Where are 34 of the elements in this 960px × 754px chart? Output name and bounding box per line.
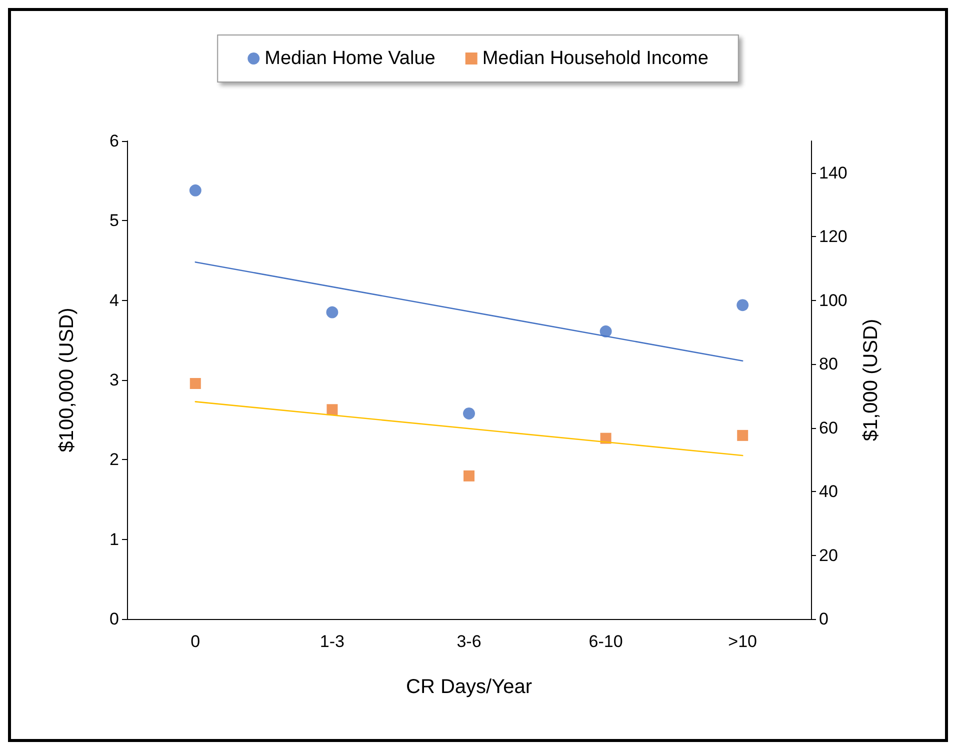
y-tick-label: 5 [110, 211, 119, 230]
x-axis-title: CR Days/Year [406, 676, 532, 698]
y2-tick-label: 120 [819, 227, 848, 246]
y-tick-label: 3 [110, 370, 119, 390]
point [326, 306, 338, 318]
y-tick-label: 4 [110, 290, 119, 310]
y2-tick-label: 100 [819, 290, 848, 310]
point [464, 470, 474, 482]
y2-tick-label: 60 [819, 418, 838, 438]
point [463, 407, 475, 420]
y-tick-label: 2 [110, 450, 119, 470]
x-tick-label: >10 [728, 632, 758, 651]
y-tick-label: 0 [110, 610, 119, 628]
x-tick-label: 0 [190, 632, 200, 651]
y-axis-title: $100,000 (USD) [56, 308, 78, 452]
y2-tick-label: 20 [819, 546, 838, 565]
y2-tick-label: 40 [819, 482, 838, 502]
point [190, 378, 201, 390]
y-tick-label: 1 [110, 530, 119, 549]
y2-tick-label: 80 [819, 354, 838, 374]
y2-axis-title: $1,000 (USD) [860, 318, 882, 442]
point [737, 430, 748, 441]
point [600, 325, 612, 338]
y-tick-label: 6 [110, 132, 119, 150]
legend-label: Median Household Income [482, 48, 708, 69]
legend-label: Median Home Value [264, 48, 436, 69]
point [326, 404, 338, 416]
y2-tick-label: 0 [819, 610, 828, 628]
x-tick-label: 6-10 [588, 632, 623, 651]
x-tick-label: 1-3 [320, 632, 344, 651]
point [189, 184, 202, 196]
x-tick-label: 3-6 [456, 632, 482, 651]
y2-tick-label: 140 [819, 163, 848, 182]
point [736, 299, 749, 312]
